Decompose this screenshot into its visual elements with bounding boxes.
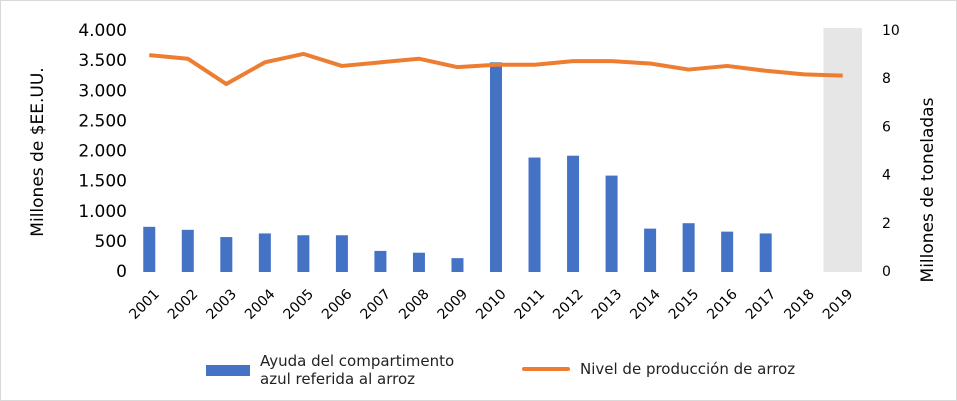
y2-tick-label: 0 xyxy=(882,264,891,280)
y-tick-label: 0 xyxy=(116,262,127,282)
y-axis-title: Millones de $EE.UU. xyxy=(28,67,48,236)
bar xyxy=(644,228,657,272)
bar xyxy=(143,226,156,272)
bar xyxy=(181,229,194,272)
bar xyxy=(335,235,348,272)
line xyxy=(149,51,843,87)
bar xyxy=(682,223,695,272)
y-tick-label: 3.500 xyxy=(78,51,127,71)
bar xyxy=(374,250,387,272)
bar xyxy=(567,155,580,272)
legend-swatch xyxy=(206,364,250,376)
bar xyxy=(490,62,502,272)
y2-tick-label: 6 xyxy=(882,119,891,135)
legend-swatch xyxy=(522,367,570,371)
y2-tick-label: 4 xyxy=(882,168,891,184)
y2-tick-label: 2 xyxy=(882,216,891,232)
y-tick-label: 2.500 xyxy=(78,111,127,131)
y-tick-label: 4.000 xyxy=(78,21,127,41)
bar xyxy=(258,233,271,272)
legend-label: Nivel de producción de arroz xyxy=(580,360,796,378)
legend-item: Nivel de producción de arroz xyxy=(522,360,882,378)
y2-tick-label: 8 xyxy=(882,71,891,87)
y-tick-label: 500 xyxy=(95,232,127,252)
y2-tick-label: 10 xyxy=(882,23,900,39)
bar xyxy=(451,258,464,272)
y-tick-label: 1.000 xyxy=(78,202,127,222)
bar xyxy=(605,175,618,272)
bar xyxy=(220,237,233,272)
bar xyxy=(412,252,425,272)
legend-item: Ayuda del compartimento azul referida al… xyxy=(206,352,466,388)
legend-label: Ayuda del compartimento azul referida al… xyxy=(260,352,455,388)
y-tick-label: 1.500 xyxy=(78,172,127,192)
bar xyxy=(297,235,310,272)
bar xyxy=(759,233,772,272)
bar xyxy=(721,231,734,272)
y-tick-label: 2.000 xyxy=(78,142,127,162)
y-tick-label: 3.000 xyxy=(78,81,127,101)
y2-axis-title: Millones de toneladas xyxy=(918,97,938,282)
highlight-band xyxy=(823,28,862,272)
bar xyxy=(528,157,541,272)
